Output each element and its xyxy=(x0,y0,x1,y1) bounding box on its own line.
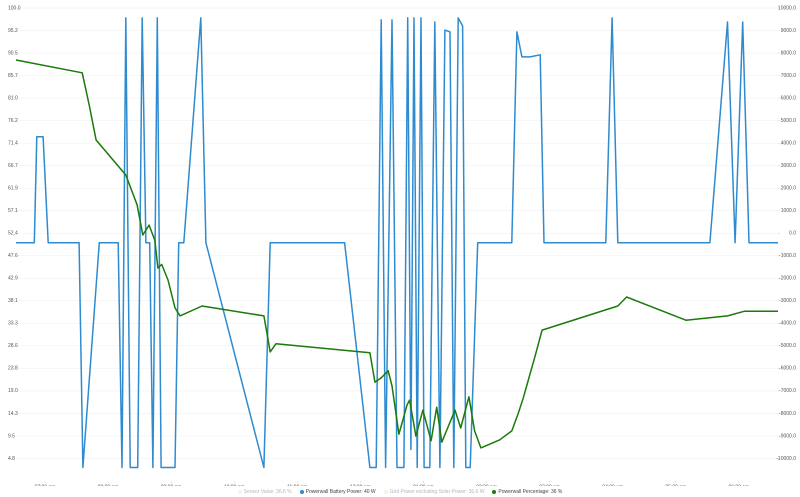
legend-swatch xyxy=(237,489,242,494)
y-tick-label: 42.9 xyxy=(8,276,18,282)
y2-tick-label: 8000.0 xyxy=(781,50,797,56)
y-tick-label: 14.3 xyxy=(8,411,18,417)
x-tick-label: 09:00 pm xyxy=(161,484,182,486)
y-tick-label: 4.8 xyxy=(8,456,15,462)
legend-swatch xyxy=(492,489,497,494)
x-tick-label: 12:00 am xyxy=(350,484,371,486)
y-tick-label: 23.8 xyxy=(8,366,18,372)
series-line xyxy=(15,59,778,449)
x-tick-label: 10:00 pm xyxy=(224,484,245,486)
y2-tick-label: 0.0 xyxy=(789,231,796,237)
x-tick-label: 08:00 pm xyxy=(98,484,119,486)
y2-tick-label: 5000.0 xyxy=(781,118,797,124)
y2-tick-label: -9000.0 xyxy=(779,433,796,439)
legend-item[interactable]: Powerwall Battery Power: 40 W xyxy=(299,489,376,495)
legend-label: Grid Power excluding Solar Power: 36.6 W xyxy=(389,489,485,495)
y2-tick-label: 1000.0 xyxy=(781,208,797,214)
y-tick-label: 57.1 xyxy=(8,208,18,214)
y2-tick-label: 9000.0 xyxy=(781,28,797,34)
y2-tick-label: -1000.0 xyxy=(779,253,796,259)
legend-item[interactable]: Powerwall Percentage: 36 % xyxy=(492,489,562,495)
y2-tick-label: 7000.0 xyxy=(781,73,797,79)
y-tick-label: 66.7 xyxy=(8,163,18,169)
y-tick-label: 38.1 xyxy=(8,298,18,304)
legend-label: Powerwall Percentage: 36 % xyxy=(498,489,563,495)
x-tick-label: 04:00 am xyxy=(602,484,623,486)
y2-tick-label: -6000.0 xyxy=(779,366,796,372)
y2-tick-label: 4000.0 xyxy=(781,140,797,146)
y2-tick-label: 3000.0 xyxy=(781,163,797,169)
y-tick-label: 100.0 xyxy=(8,5,21,11)
y2-tick-label: 6000.0 xyxy=(781,95,797,101)
legend-swatch xyxy=(383,489,388,494)
legend-label: Sensor Value: 36.6 % xyxy=(243,489,292,495)
x-tick-label: 02:00 am xyxy=(476,484,497,486)
x-tick-label: 11:00 pm xyxy=(287,484,307,486)
y2-tick-label: -10000.0 xyxy=(776,456,796,462)
y2-tick-label: -7000.0 xyxy=(779,388,796,394)
y2-tick-label: 2000.0 xyxy=(781,186,797,192)
y-tick-label: 9.5 xyxy=(8,433,15,439)
legend: Sensor Value: 36.6 % Powerwall Battery Po… xyxy=(0,487,800,497)
y2-tick-label: 10000.0 xyxy=(778,5,796,11)
y2-tick-label: -5000.0 xyxy=(779,343,796,349)
y-tick-label: 81.0 xyxy=(8,95,18,101)
series-line xyxy=(16,17,778,469)
y-tick-label: 95.2 xyxy=(8,28,18,34)
y2-tick-label: -3000.0 xyxy=(779,298,796,304)
legend-item[interactable]: Sensor Value: 36.6 % xyxy=(237,489,292,495)
x-tick-label: 05:00 am xyxy=(665,484,686,486)
y-tick-label: 28.6 xyxy=(8,343,18,349)
y2-tick-label: -4000.0 xyxy=(779,321,796,327)
y-tick-label: 33.3 xyxy=(8,321,18,327)
y-tick-label: 90.5 xyxy=(8,50,18,56)
legend-label: Powerwall Battery Power: 40 W xyxy=(305,489,376,495)
x-tick-label: 01:00 am xyxy=(413,484,434,486)
legend-item[interactable]: Grid Power excluding Solar Power: 36.6 W xyxy=(383,489,485,495)
x-tick-label: 07:00 pm xyxy=(35,484,56,486)
y2-tick-label: -8000.0 xyxy=(779,411,796,417)
y2-tick-label: -2000.0 xyxy=(779,276,796,282)
x-tick-label: 03:00 am xyxy=(539,484,560,486)
y-tick-label: 85.7 xyxy=(8,73,18,79)
y-tick-label: 52.4 xyxy=(8,231,18,237)
y-tick-label: 61.9 xyxy=(8,186,18,192)
legend-swatch xyxy=(299,489,304,494)
y-tick-label: 47.6 xyxy=(8,253,18,259)
y-tick-label: 76.2 xyxy=(8,118,18,124)
x-tick-label: 06:00 am xyxy=(728,484,749,486)
chart: 4.8 9.5 14.3 19.0 23.8 28.6 33.3 38.1 42.9 47.6 52… xyxy=(8,5,797,486)
y-tick-label: 19.0 xyxy=(8,388,18,394)
y-tick-label: 71.4 xyxy=(8,140,18,146)
